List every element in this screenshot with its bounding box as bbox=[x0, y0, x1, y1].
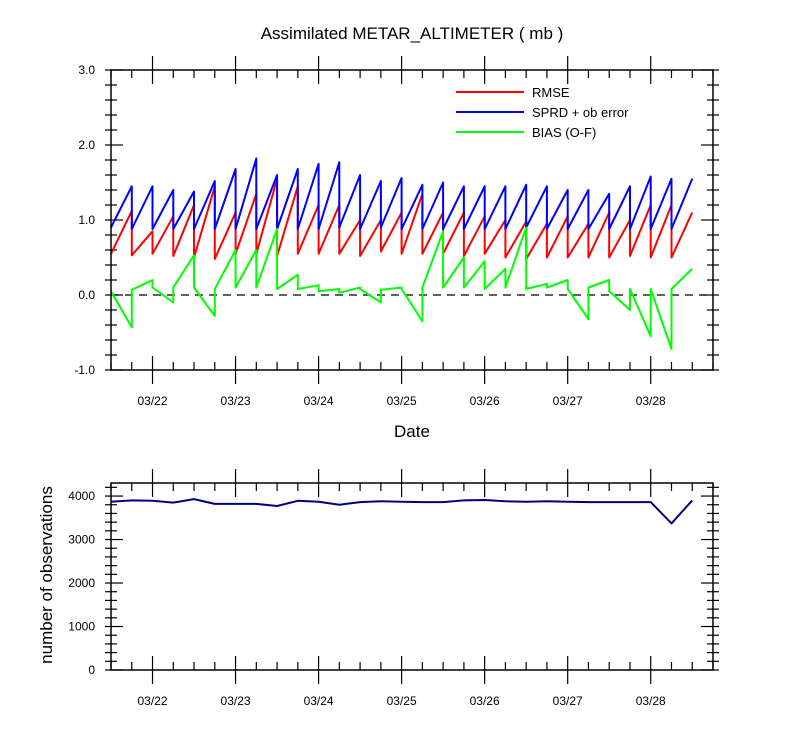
top-chart-title: Assimilated METAR_ALTIMETER ( mb ) bbox=[261, 24, 564, 43]
x-tick-label: 03/24 bbox=[304, 694, 334, 708]
top-chart-frame bbox=[110, 69, 714, 371]
top-y-tick-labels: -1.0 0.0 1.0 2.0 3.0 bbox=[74, 63, 95, 377]
y-tick-label: 4000 bbox=[68, 489, 95, 503]
series-line-bias-o-f bbox=[110, 226, 693, 350]
y-tick-label: 2000 bbox=[68, 576, 95, 590]
top-x-tick-labels: 03/22 03/23 03/24 03/25 03/26 03/27 03/28 bbox=[138, 394, 667, 408]
top-chart-panel: Assimilated METAR_ALTIMETER ( mb ) -1.0 0… bbox=[74, 24, 719, 441]
x-tick-label: 03/24 bbox=[304, 394, 334, 408]
bottom-chart-frame bbox=[110, 482, 714, 671]
bottom-chart-series bbox=[110, 498, 693, 525]
y-tick-label: 3000 bbox=[68, 533, 95, 547]
series-line-observations bbox=[110, 498, 693, 525]
top-chart-legend: RMSE SPRD + ob error BIAS (O-F) bbox=[456, 85, 629, 140]
x-tick-label: 03/25 bbox=[387, 394, 417, 408]
x-tick-label: 03/23 bbox=[221, 394, 251, 408]
x-tick-label: 03/28 bbox=[636, 694, 666, 708]
y-tick-label: 2.0 bbox=[78, 138, 95, 152]
y-tick-label: 0 bbox=[88, 663, 95, 677]
x-tick-label: 03/25 bbox=[387, 694, 417, 708]
top-chart-x-axis-label: Date bbox=[394, 422, 430, 441]
x-tick-label: 03/23 bbox=[221, 694, 251, 708]
y-tick-label: -1.0 bbox=[74, 363, 95, 377]
legend-label: BIAS (O-F) bbox=[532, 125, 596, 140]
y-tick-label: 3.0 bbox=[78, 63, 95, 77]
x-tick-label: 03/28 bbox=[636, 394, 666, 408]
series-line-sprd-ob-error bbox=[110, 157, 694, 230]
x-tick-label: 03/27 bbox=[553, 394, 583, 408]
x-tick-label: 03/27 bbox=[553, 694, 583, 708]
y-tick-label: 1.0 bbox=[78, 213, 95, 227]
x-tick-label: 03/26 bbox=[470, 694, 500, 708]
x-tick-label: 03/22 bbox=[138, 694, 168, 708]
legend-label: RMSE bbox=[532, 85, 570, 100]
x-tick-label: 03/22 bbox=[138, 394, 168, 408]
bottom-x-tick-labels: 03/22 03/23 03/24 03/25 03/26 03/27 03/28 bbox=[138, 694, 667, 708]
bottom-chart-y-axis-label: number of observations bbox=[37, 486, 56, 664]
y-tick-label: 0.0 bbox=[78, 288, 95, 302]
y-tick-label: 1000 bbox=[68, 620, 95, 634]
bottom-chart-ticks bbox=[105, 469, 719, 684]
bottom-y-tick-labels: 0 1000 2000 3000 4000 bbox=[68, 489, 95, 677]
top-chart-series bbox=[110, 157, 694, 350]
x-tick-label: 03/26 bbox=[470, 394, 500, 408]
legend-label: SPRD + ob error bbox=[532, 105, 629, 120]
